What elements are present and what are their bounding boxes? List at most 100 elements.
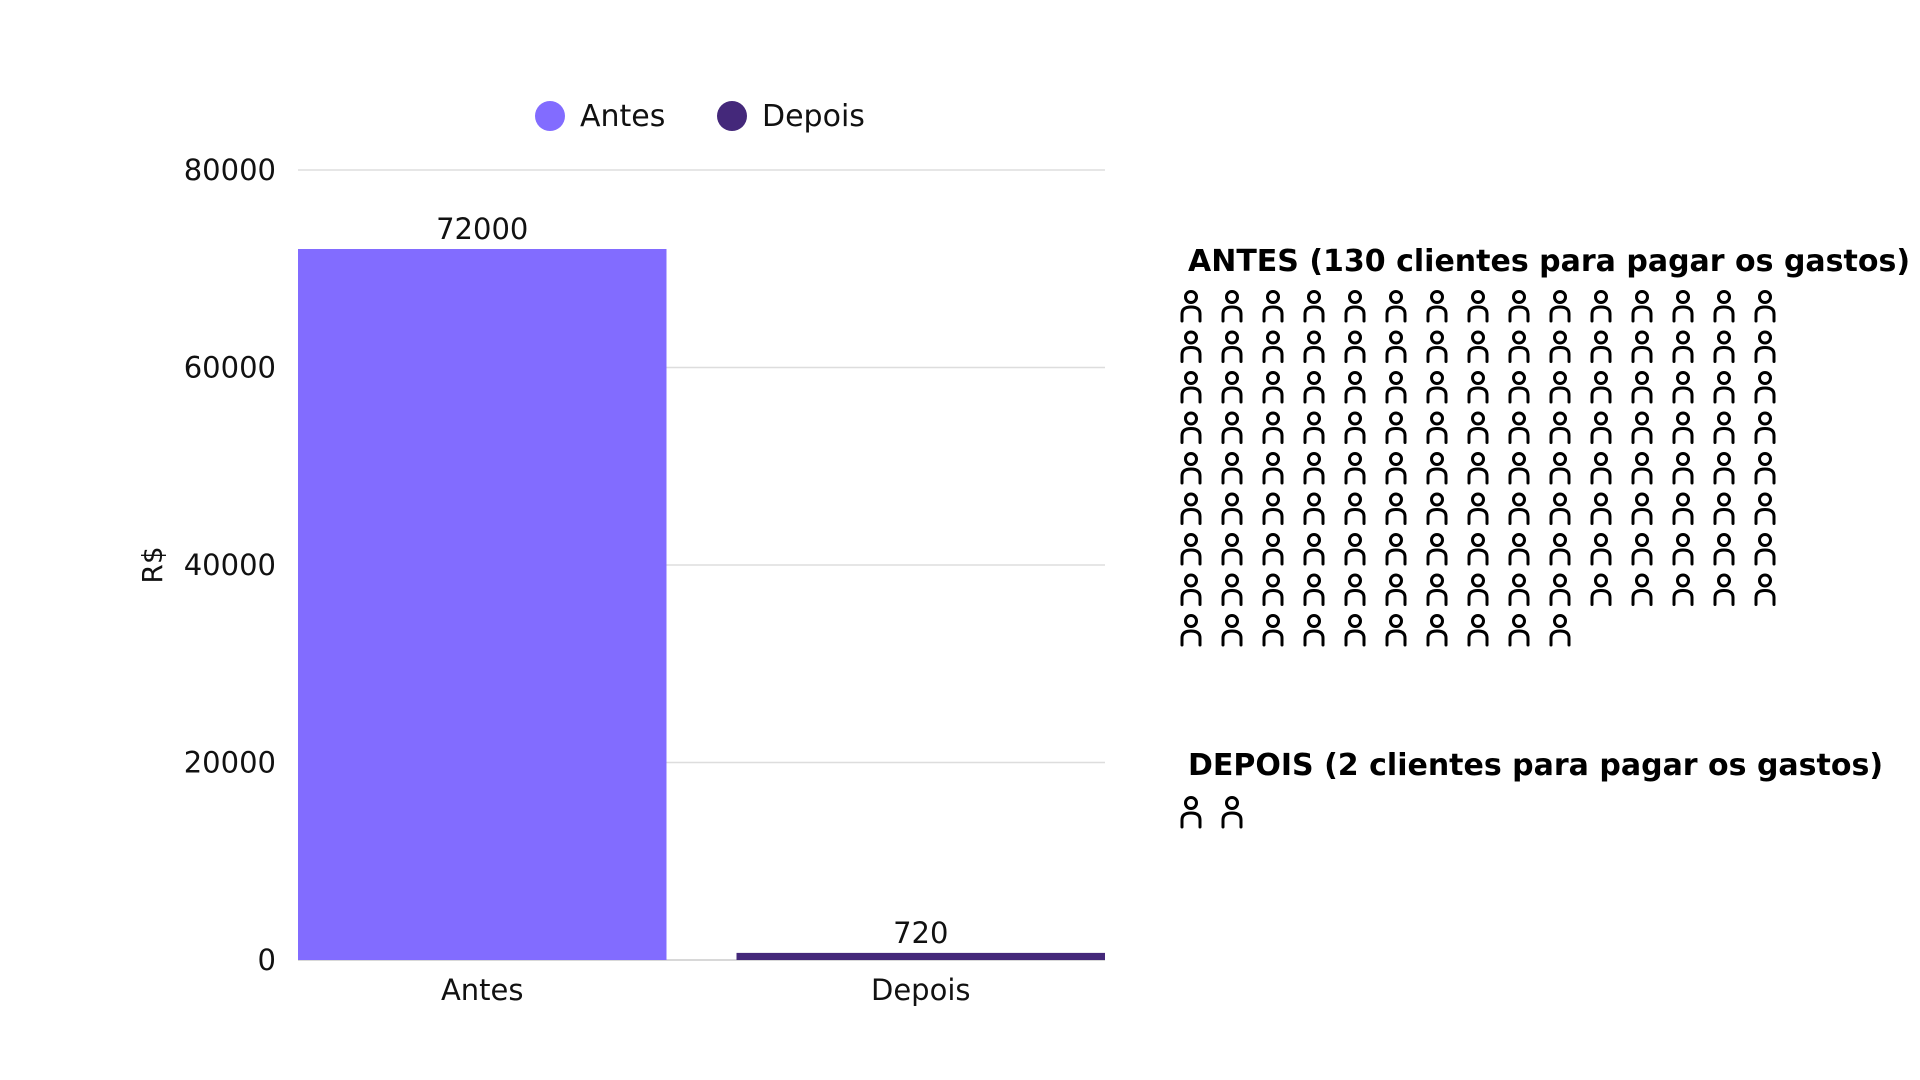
person-icon <box>1385 452 1407 485</box>
person-icon <box>1754 533 1776 566</box>
person-icon <box>1180 533 1202 566</box>
legend-marker <box>535 101 565 131</box>
person-icon <box>1590 573 1612 606</box>
person-icon <box>1344 371 1366 404</box>
person-icon <box>1385 492 1407 525</box>
person-icon <box>1631 411 1653 444</box>
person-icon <box>1672 290 1694 323</box>
person-icon <box>1344 330 1366 363</box>
person-icon <box>1549 290 1571 323</box>
person-icon <box>1754 573 1776 606</box>
x-tick-label: Antes <box>441 973 524 1007</box>
data-labels: 72000 720 <box>436 212 948 950</box>
person-icon <box>1508 533 1530 566</box>
antes-pictogram-title: ANTES (130 clientes para pagar os gastos… <box>1188 244 1911 279</box>
person-icon <box>1303 452 1325 485</box>
person-icon <box>1549 573 1571 606</box>
person-icon <box>1262 573 1284 606</box>
person-icon <box>1672 371 1694 404</box>
person-icon <box>1672 330 1694 363</box>
legend-marker <box>717 101 747 131</box>
person-icon <box>1180 330 1202 363</box>
legend-label: Depois <box>762 99 865 134</box>
person-icon <box>1303 533 1325 566</box>
person-icon <box>1221 330 1243 363</box>
person-icon <box>1385 371 1407 404</box>
bars <box>298 249 1105 960</box>
person-icon <box>1754 371 1776 404</box>
person-icon <box>1467 533 1489 566</box>
person-icon <box>1180 452 1202 485</box>
person-icon <box>1467 573 1489 606</box>
person-icon <box>1631 371 1653 404</box>
person-icon <box>1631 573 1653 606</box>
person-icon <box>1262 290 1284 323</box>
person-icon <box>1385 330 1407 363</box>
person-icon <box>1262 492 1284 525</box>
person-icon <box>1713 371 1735 404</box>
person-icon <box>1426 290 1448 323</box>
person-icon <box>1713 411 1735 444</box>
person-icon <box>1303 573 1325 606</box>
bar-antes <box>298 249 667 960</box>
person-icon <box>1344 290 1366 323</box>
bar-chart: 0 20000 40000 60000 80000 72000 720 Antes Depo… <box>136 99 1105 1007</box>
person-icon <box>1180 796 1202 829</box>
person-icon <box>1508 452 1530 485</box>
person-icon <box>1467 452 1489 485</box>
person-icon <box>1508 492 1530 525</box>
person-icon <box>1549 492 1571 525</box>
person-icon <box>1426 533 1448 566</box>
person-icon <box>1713 533 1735 566</box>
person-icon <box>1426 492 1448 525</box>
y-tick-label: 0 <box>258 943 276 977</box>
person-icon <box>1672 452 1694 485</box>
person-icon <box>1631 452 1653 485</box>
person-icon <box>1344 573 1366 606</box>
person-icon <box>1672 573 1694 606</box>
person-icon <box>1262 371 1284 404</box>
person-icon <box>1303 411 1325 444</box>
bar-depois <box>736 952 1105 960</box>
person-icon <box>1180 614 1202 647</box>
person-icon <box>1467 290 1489 323</box>
person-icon <box>1549 371 1571 404</box>
person-icon <box>1631 492 1653 525</box>
person-icon <box>1262 533 1284 566</box>
person-icon <box>1508 371 1530 404</box>
y-axis-title: R$ <box>136 546 169 583</box>
person-icon <box>1508 290 1530 323</box>
person-icon <box>1713 573 1735 606</box>
person-icon <box>1221 796 1243 829</box>
person-icon <box>1303 290 1325 323</box>
person-icon <box>1303 614 1325 647</box>
person-icon <box>1631 330 1653 363</box>
person-icon <box>1344 533 1366 566</box>
person-icon <box>1549 452 1571 485</box>
x-axis-ticks: Antes Depois <box>441 973 971 1007</box>
y-tick-label: 40000 <box>184 548 276 582</box>
person-icon <box>1262 452 1284 485</box>
person-icon <box>1754 452 1776 485</box>
person-icon <box>1590 452 1612 485</box>
person-icon <box>1467 411 1489 444</box>
person-icon <box>1262 614 1284 647</box>
person-icon <box>1467 492 1489 525</box>
person-icon <box>1590 290 1612 323</box>
person-icon <box>1508 411 1530 444</box>
person-icon <box>1426 614 1448 647</box>
person-icon <box>1713 330 1735 363</box>
person-icon <box>1221 533 1243 566</box>
person-icon <box>1590 371 1612 404</box>
y-tick-label: 80000 <box>184 153 276 187</box>
person-icon <box>1467 330 1489 363</box>
person-icon <box>1754 411 1776 444</box>
person-icon <box>1590 330 1612 363</box>
person-icon <box>1303 371 1325 404</box>
person-icon <box>1713 452 1735 485</box>
person-icon <box>1180 411 1202 444</box>
person-icon <box>1180 573 1202 606</box>
person-icon <box>1303 492 1325 525</box>
person-icon <box>1180 492 1202 525</box>
person-icon <box>1385 614 1407 647</box>
